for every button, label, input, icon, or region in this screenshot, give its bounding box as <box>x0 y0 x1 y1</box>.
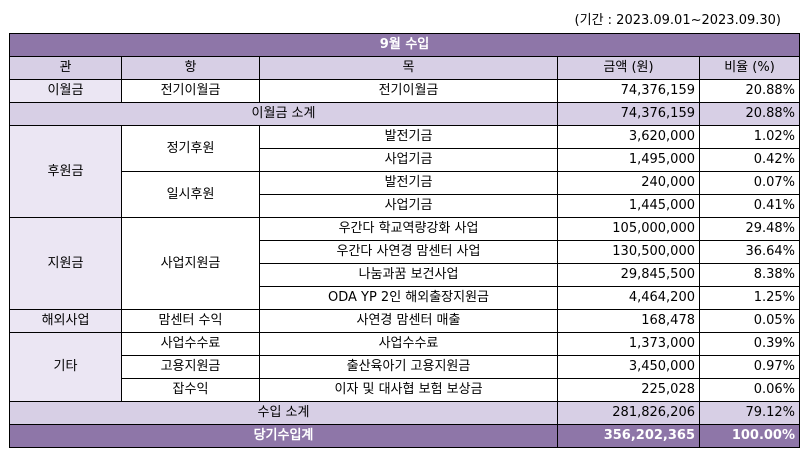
amount-cell: 3,620,000 <box>557 125 700 149</box>
table-row: 잡수익 이자 및 대사협 보험 보상금 225,028 0.06% <box>10 378 801 402</box>
hang-cell: 일시후원 <box>121 171 260 218</box>
mok-cell: 사연경 맘센터 매출 <box>259 309 558 333</box>
amount-cell: 356,202,365 <box>557 424 700 448</box>
amount-cell: 1,373,000 <box>557 332 700 356</box>
amount-cell: 281,826,206 <box>557 401 700 425</box>
subtotal-row: 수입 소계 281,826,206 79.12% <box>9 401 801 425</box>
mok-cell: 우간다 사연경 맘센터 사업 <box>259 240 558 264</box>
amount-cell: 130,500,000 <box>557 240 700 264</box>
income-table: 9월 수입 관 항 목 금액 (원) 비율 (%) 이월금 전기이월금 전기이월… <box>8 33 801 448</box>
amount-cell: 105,000,000 <box>557 217 700 241</box>
amount-cell: 74,376,159 <box>557 102 700 126</box>
gwan-cell: 이월금 <box>9 79 122 103</box>
subtotal-row: 이월금 소계 74,376,159 20.88% <box>9 102 801 126</box>
ratio-cell: 100.00% <box>698 424 801 448</box>
grand-total-label: 당기수입계 <box>9 424 558 448</box>
hang-cell: 전기이월금 <box>121 79 260 103</box>
header-hang: 항 <box>121 56 260 80</box>
ratio-cell: 0.06% <box>698 378 801 402</box>
period-label: (기간 : 2023.09.01~2023.09.30) <box>574 13 781 28</box>
table-row: 지원금 사업지원금 우간다 학교역량강화 사업 105,000,000 29.4… <box>9 217 801 310</box>
mok-cell: 이자 및 대사협 보험 보상금 <box>259 378 558 402</box>
amount-cell: 1,445,000 <box>557 194 700 218</box>
header-ratio: 비율 (%) <box>698 56 801 80</box>
ratio-cell: 0.39% <box>698 332 801 356</box>
mok-cell: 사업기금 <box>259 148 558 172</box>
amount-cell: 4,464,200 <box>557 286 700 310</box>
amount-cell: 3,450,000 <box>557 355 700 379</box>
subtotal-label: 수입 소계 <box>9 401 558 425</box>
ratio-cell: 79.12% <box>698 401 801 425</box>
table-title: 9월 수입 <box>8 33 801 57</box>
mok-cell: 우간다 학교역량강화 사업 <box>259 217 558 241</box>
mok-cell: 출산육아기 고용지원금 <box>259 355 558 379</box>
hang-cell: 고용지원금 <box>121 355 260 379</box>
hang-cell: 사업지원금 <box>121 217 260 310</box>
header-row: 관 항 목 금액 (원) 비율 (%) <box>9 56 801 80</box>
ratio-cell: 0.42% <box>698 148 801 172</box>
grand-total-row: 당기수입계 356,202,365 100.00% <box>9 424 801 448</box>
amount-cell: 225,028 <box>557 378 700 402</box>
ratio-cell: 0.07% <box>698 171 801 195</box>
table-row: 우간다 사연경 맘센터 사업 130,500,000 36.64% <box>10 240 801 264</box>
ratio-cell: 29.48% <box>698 217 801 241</box>
header-mok: 목 <box>259 56 558 80</box>
hang-cell: 맘센터 수익 <box>121 309 260 333</box>
hang-cell: 사업수수료 <box>121 332 260 356</box>
header-gwan: 관 <box>9 56 122 80</box>
table-row: 나눔과꿈 보건사업 29,845,500 8.38% <box>10 263 801 287</box>
table-row: 사업기금 1,495,000 0.42% <box>10 148 801 172</box>
subtotal-label: 이월금 소계 <box>9 102 558 126</box>
table-row: 기타 사업수수료 사업수수료 1,373,000 0.39% <box>9 332 801 402</box>
table-row: 해외사업 맘센터 수익 사연경 맘센터 매출 168,478 0.05% <box>9 309 801 333</box>
ratio-cell: 0.41% <box>698 194 801 218</box>
ratio-cell: 8.38% <box>698 263 801 287</box>
amount-cell: 1,495,000 <box>557 148 700 172</box>
ratio-cell: 1.02% <box>698 125 801 149</box>
mok-cell: 사업수수료 <box>259 332 558 356</box>
hang-cell: 정기후원 <box>121 125 260 172</box>
ratio-cell: 0.97% <box>698 355 801 379</box>
hang-cell: 잡수익 <box>121 378 260 402</box>
ratio-cell: 0.05% <box>698 309 801 333</box>
mok-cell: 발전기금 <box>259 171 558 195</box>
mok-cell: 나눔과꿈 보건사업 <box>259 263 558 287</box>
gwan-cell: 해외사업 <box>9 309 122 333</box>
amount-cell: 29,845,500 <box>557 263 700 287</box>
header-amount: 금액 (원) <box>557 56 700 80</box>
mok-cell: 발전기금 <box>259 125 558 149</box>
amount-cell: 168,478 <box>557 309 700 333</box>
table-row: 후원금 정기후원 발전기금 3,620,000 1.02% <box>9 125 801 218</box>
mok-cell: 사업기금 <box>259 194 558 218</box>
table-row: 이월금 전기이월금 전기이월금 74,376,159 20.88% <box>9 79 801 103</box>
ratio-cell: 20.88% <box>698 102 801 126</box>
table-title-row: 9월 수입 <box>8 33 801 57</box>
mok-cell: ODA YP 2인 해외출장지원금 <box>259 286 558 310</box>
ratio-cell: 20.88% <box>698 79 801 103</box>
amount-cell: 74,376,159 <box>557 79 700 103</box>
gwan-cell: 지원금 <box>9 217 122 310</box>
amount-cell: 240,000 <box>557 171 700 195</box>
gwan-cell: 후원금 <box>9 125 122 218</box>
table-row: 일시후원 발전기금 240,000 0.07% <box>10 171 801 218</box>
ratio-cell: 1.25% <box>698 286 801 310</box>
table-row: 고용지원금 출산육아기 고용지원금 3,450,000 0.97% <box>10 355 801 379</box>
mok-cell: 전기이월금 <box>259 79 558 103</box>
table-row: 사업기금 1,445,000 0.41% <box>10 194 801 218</box>
table-row: ODA YP 2인 해외출장지원금 4,464,200 1.25% <box>10 286 801 310</box>
gwan-cell: 기타 <box>9 332 122 402</box>
ratio-cell: 36.64% <box>698 240 801 264</box>
